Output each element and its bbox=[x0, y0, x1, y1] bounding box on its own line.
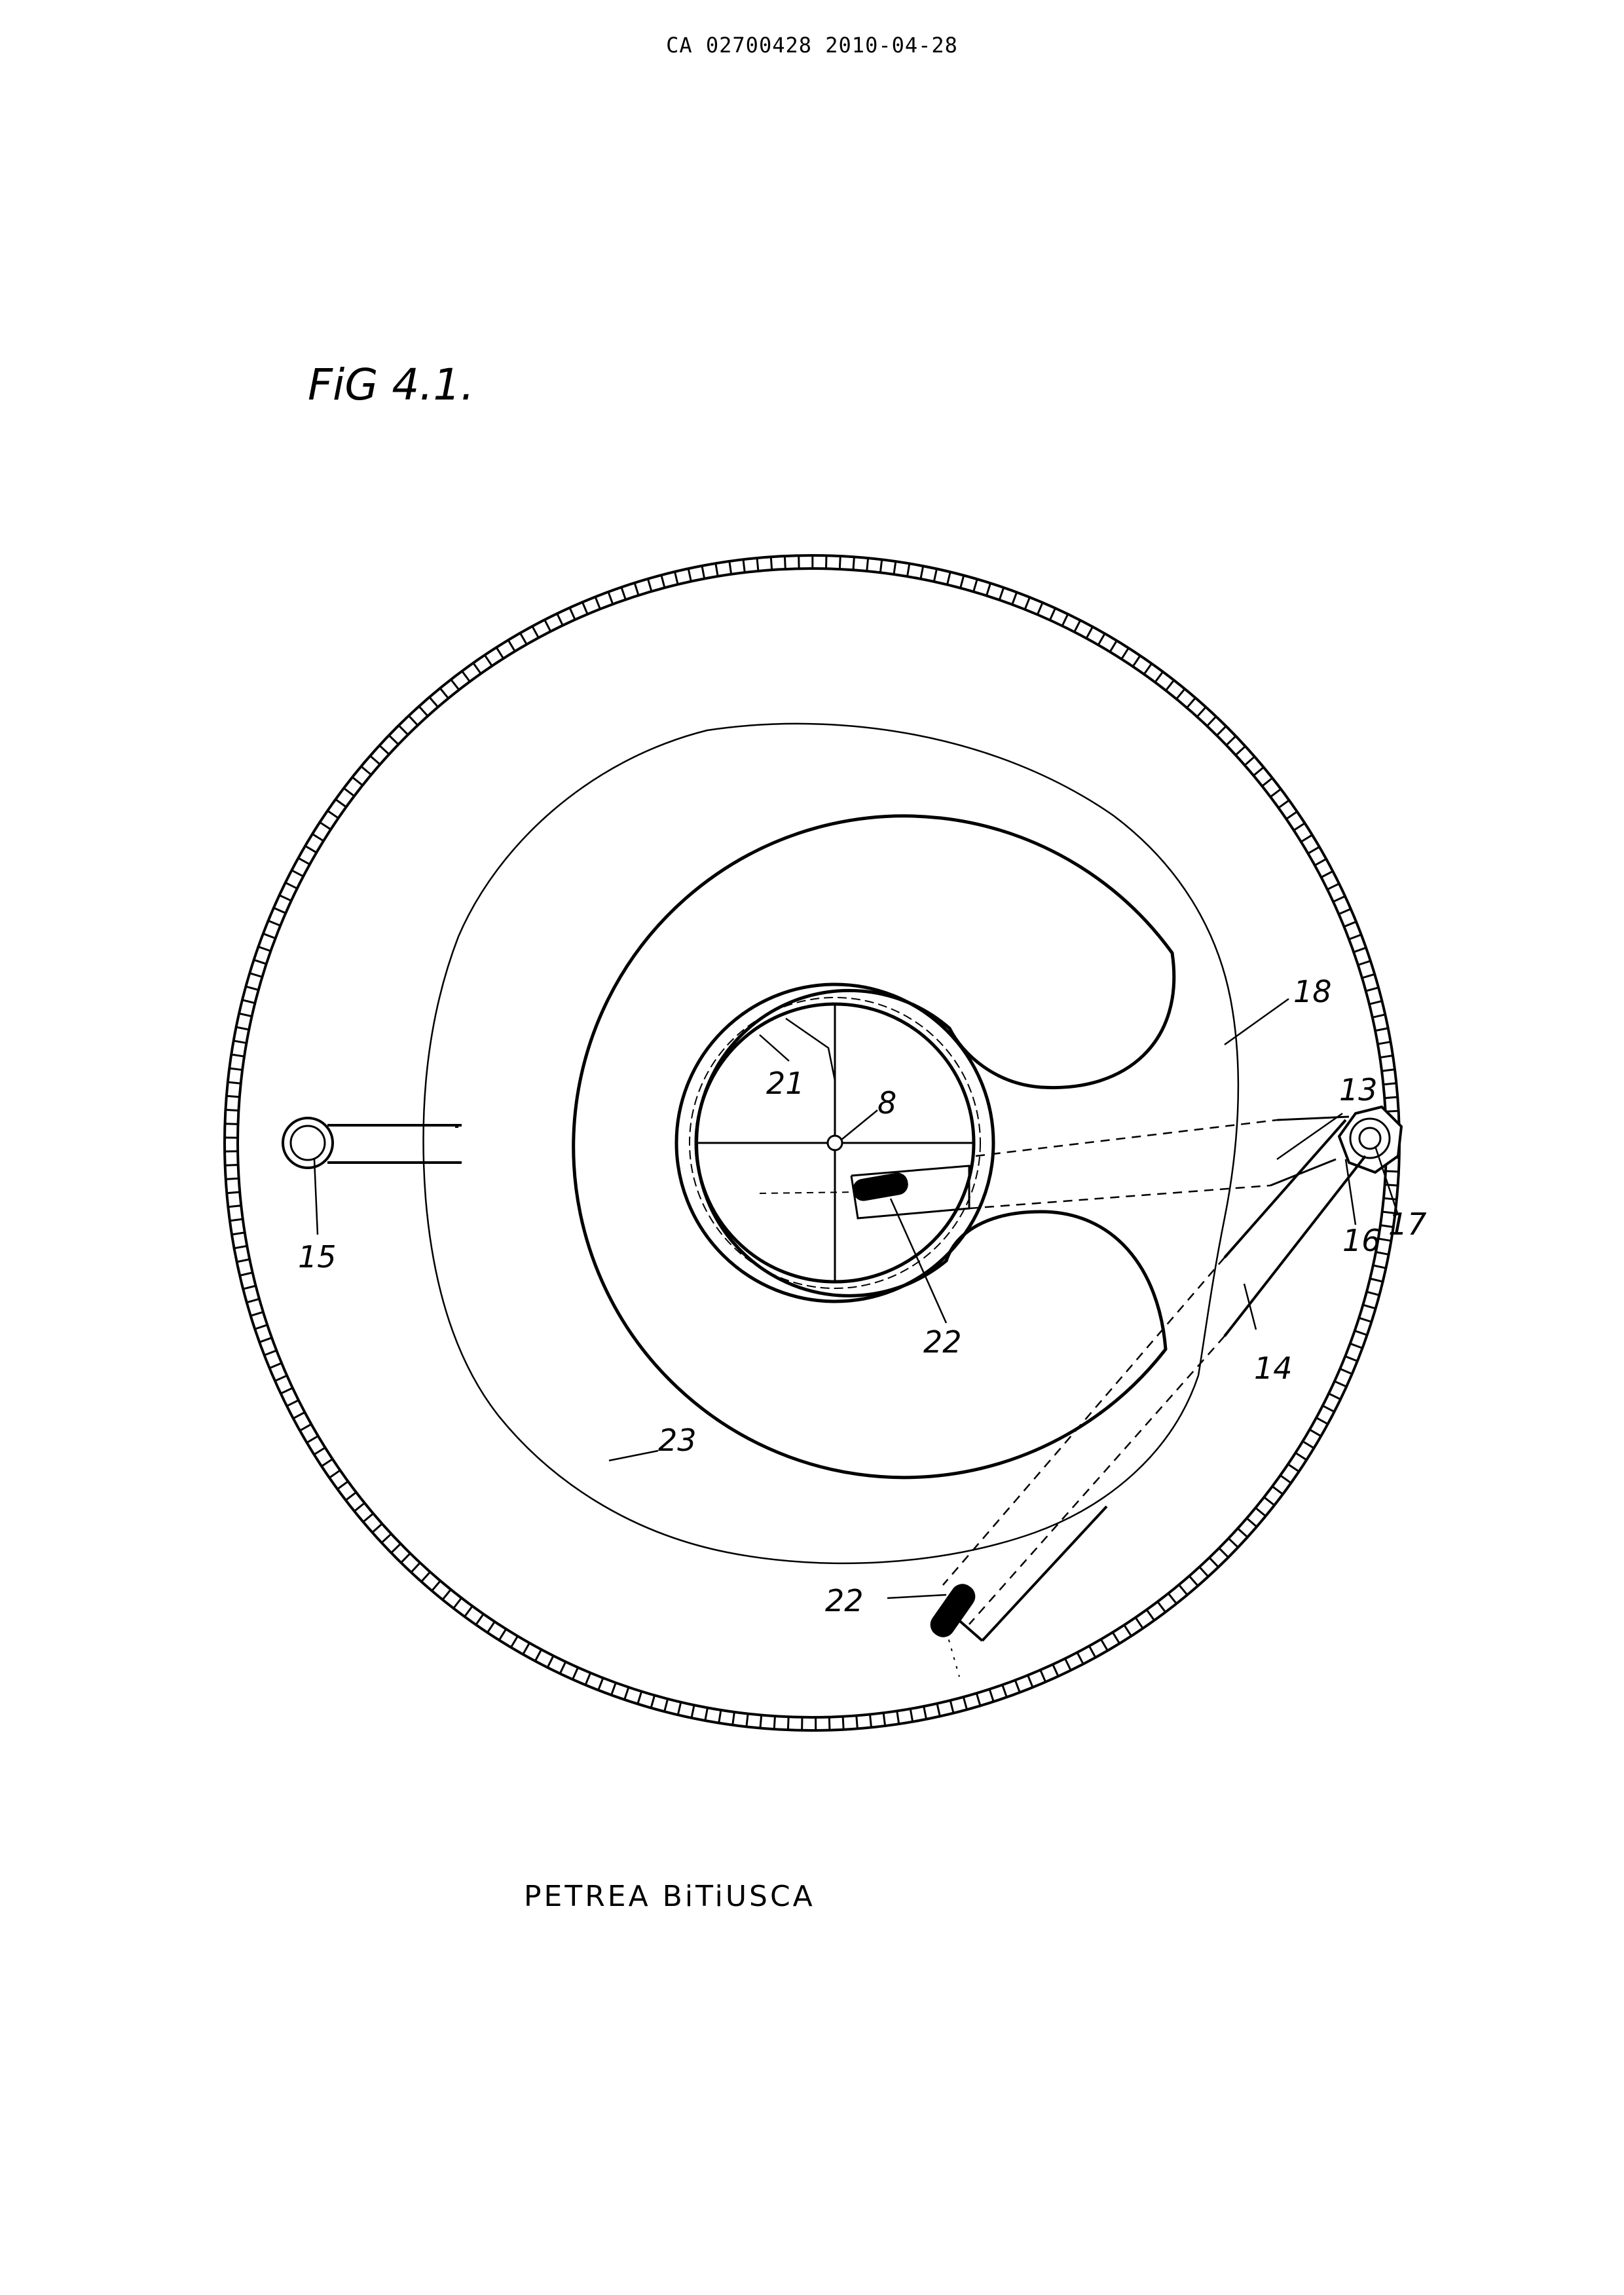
label-15: 15 bbox=[298, 1239, 337, 1275]
label-23: 23 bbox=[658, 1423, 697, 1458]
lever bbox=[943, 1120, 1365, 1641]
label-14: 14 bbox=[1254, 1351, 1293, 1386]
inventor-signature: PETREA BiTiUSCA bbox=[524, 1880, 815, 1913]
label-16: 16 bbox=[1342, 1223, 1381, 1258]
label-13: 13 bbox=[1339, 1072, 1378, 1108]
central-hub bbox=[676, 984, 993, 1301]
label-22-lower: 22 bbox=[825, 1583, 864, 1618]
label-22-hub: 22 bbox=[923, 1324, 962, 1360]
spiral-channel bbox=[574, 816, 1174, 1478]
figure-title: FiG 4.1. bbox=[308, 360, 474, 410]
left-pivot bbox=[283, 1118, 333, 1168]
label-18: 18 bbox=[1293, 974, 1332, 1009]
dashed-link-lines bbox=[969, 1120, 1277, 1208]
right-arm bbox=[1270, 1117, 1349, 1185]
label-8: 8 bbox=[877, 1085, 896, 1121]
label-21: 21 bbox=[766, 1066, 805, 1101]
lower-pin bbox=[926, 1579, 980, 1677]
label-17: 17 bbox=[1388, 1206, 1427, 1242]
hub-slot bbox=[760, 1166, 969, 1218]
left-arm bbox=[327, 1125, 462, 1163]
